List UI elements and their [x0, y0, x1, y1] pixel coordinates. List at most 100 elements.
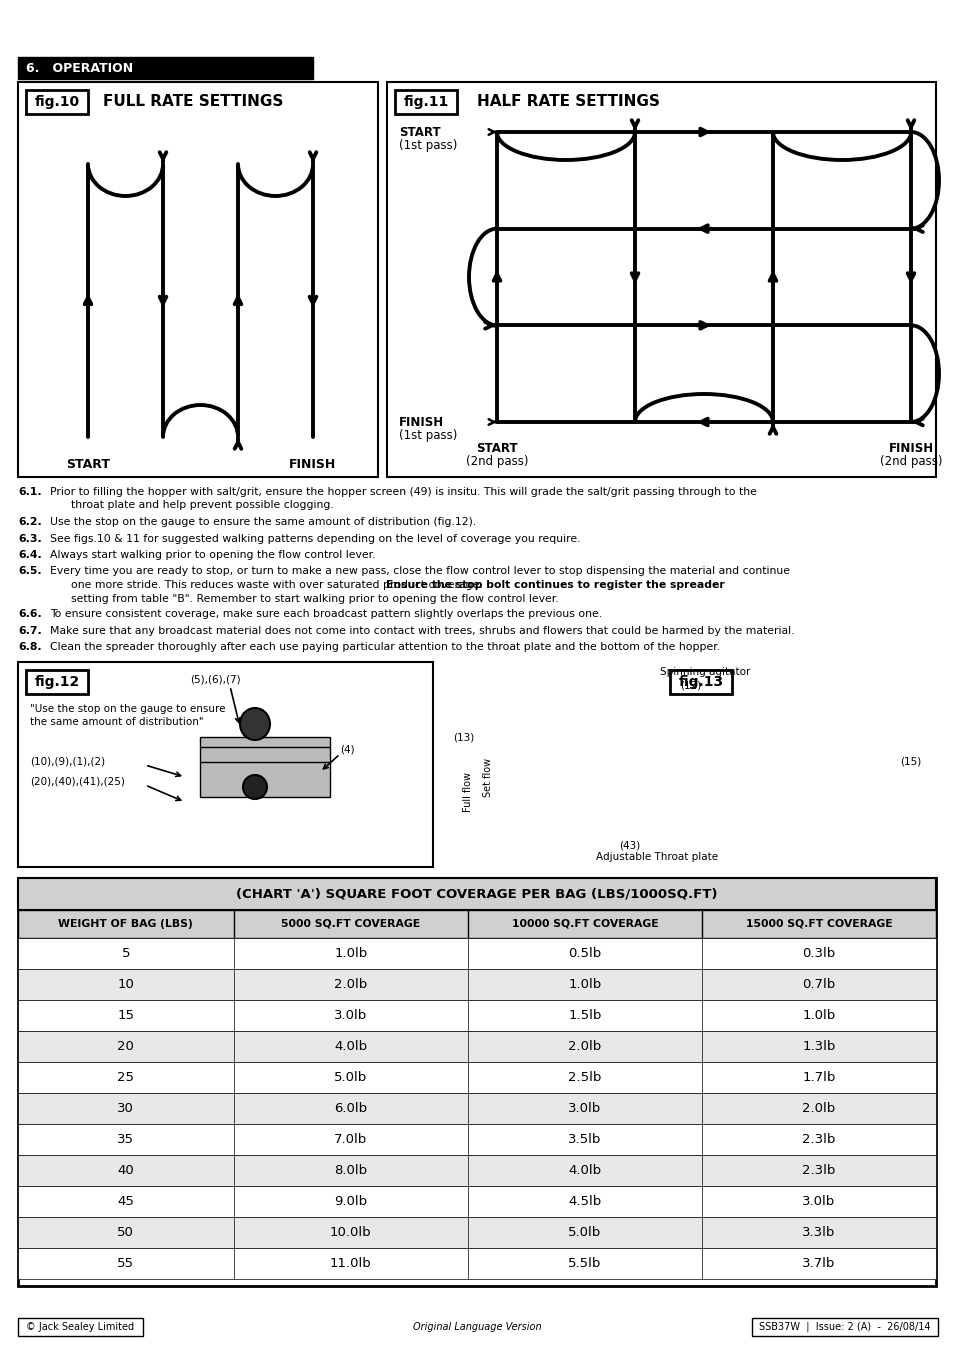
- Text: 20: 20: [117, 1040, 134, 1053]
- Text: Ensure the stop bolt continues to register the spreader: Ensure the stop bolt continues to regist…: [386, 580, 724, 590]
- Text: Full flow: Full flow: [462, 772, 473, 811]
- Text: To ensure consistent coverage, make sure each broadcast pattern slightly overlap: To ensure consistent coverage, make sure…: [50, 609, 601, 620]
- Bar: [18, 1125, 935, 1156]
- Text: setting from table "B". Remember to start walking prior to opening the flow cont: setting from table "B". Remember to star…: [50, 594, 558, 603]
- Text: 1.0lb: 1.0lb: [334, 946, 367, 960]
- Text: 2.3lb: 2.3lb: [801, 1164, 835, 1177]
- Bar: [18, 969, 935, 1000]
- Text: 15000 SQ.FT COVERAGE: 15000 SQ.FT COVERAGE: [745, 919, 891, 929]
- Text: 5.5lb: 5.5lb: [568, 1257, 601, 1270]
- Text: 2.0lb: 2.0lb: [801, 1102, 835, 1115]
- Text: (2nd pass): (2nd pass): [879, 455, 942, 468]
- Bar: [18, 938, 935, 969]
- Text: 6.5.: 6.5.: [18, 567, 42, 576]
- Text: 6.2.: 6.2.: [18, 517, 42, 526]
- Bar: [18, 910, 935, 938]
- Text: (2nd pass): (2nd pass): [465, 455, 528, 468]
- Text: "Use the stop on the gauge to ensure: "Use the stop on the gauge to ensure: [30, 703, 225, 714]
- Text: 0.5lb: 0.5lb: [568, 946, 600, 960]
- Text: 3.0lb: 3.0lb: [334, 1008, 367, 1022]
- Text: 4.0lb: 4.0lb: [568, 1164, 600, 1177]
- Text: 2.3lb: 2.3lb: [801, 1133, 835, 1146]
- Text: 4.5lb: 4.5lb: [568, 1195, 600, 1208]
- Text: Spinning agitator: Spinning agitator: [659, 667, 750, 676]
- Text: (1st pass): (1st pass): [398, 429, 456, 443]
- Text: Original Language Version: Original Language Version: [413, 1322, 540, 1332]
- Text: 10000 SQ.FT COVERAGE: 10000 SQ.FT COVERAGE: [511, 919, 658, 929]
- Text: 5.0lb: 5.0lb: [334, 1071, 367, 1084]
- Text: 35: 35: [117, 1133, 134, 1146]
- Text: 8.0lb: 8.0lb: [334, 1164, 367, 1177]
- Text: 30: 30: [117, 1102, 134, 1115]
- Text: 6.1.: 6.1.: [18, 487, 42, 497]
- Text: FULL RATE SETTINGS: FULL RATE SETTINGS: [103, 95, 283, 109]
- Text: 6.4.: 6.4.: [18, 549, 42, 560]
- Bar: [18, 1247, 935, 1278]
- Text: 10.0lb: 10.0lb: [330, 1226, 372, 1239]
- Text: 3.7lb: 3.7lb: [801, 1257, 835, 1270]
- Text: one more stride. This reduces waste with over saturated product coverage.: one more stride. This reduces waste with…: [50, 580, 486, 590]
- Text: 0.7lb: 0.7lb: [801, 977, 835, 991]
- Text: START: START: [476, 441, 517, 455]
- Text: (15): (15): [899, 757, 921, 767]
- Bar: [751, 1318, 937, 1336]
- Text: 2.5lb: 2.5lb: [568, 1071, 601, 1084]
- Text: (10),(9),(1),(2): (10),(9),(1),(2): [30, 757, 105, 767]
- Text: 3.5lb: 3.5lb: [568, 1133, 601, 1146]
- Text: throat plate and help prevent possible clogging.: throat plate and help prevent possible c…: [50, 501, 334, 510]
- Text: Clean the spreader thoroughly after each use paying particular attention to the : Clean the spreader thoroughly after each…: [50, 643, 720, 652]
- Text: 1.3lb: 1.3lb: [801, 1040, 835, 1053]
- Text: fig.11: fig.11: [403, 95, 448, 109]
- Bar: [18, 1156, 935, 1187]
- Text: 3.3lb: 3.3lb: [801, 1226, 835, 1239]
- Text: 7.0lb: 7.0lb: [334, 1133, 367, 1146]
- Text: 40: 40: [117, 1164, 134, 1177]
- Bar: [18, 878, 935, 910]
- Text: 6.0lb: 6.0lb: [334, 1102, 367, 1115]
- Text: 6.   OPERATION: 6. OPERATION: [26, 62, 133, 74]
- Text: 45: 45: [117, 1195, 134, 1208]
- Text: (12): (12): [679, 680, 700, 690]
- Bar: [18, 1031, 935, 1062]
- Text: 10: 10: [117, 977, 134, 991]
- Bar: [18, 1318, 143, 1336]
- Text: 1.0lb: 1.0lb: [568, 977, 600, 991]
- Text: 3.0lb: 3.0lb: [801, 1195, 835, 1208]
- Bar: [18, 1216, 935, 1247]
- Text: 6.8.: 6.8.: [18, 643, 42, 652]
- Text: 1.7lb: 1.7lb: [801, 1071, 835, 1084]
- Bar: [669, 670, 731, 694]
- Text: Set flow: Set flow: [482, 757, 493, 796]
- Text: Always start walking prior to opening the flow control lever.: Always start walking prior to opening th…: [50, 549, 375, 560]
- Text: 2.0lb: 2.0lb: [568, 1040, 600, 1053]
- Text: SSB37W  |  Issue: 2 (A)  -  26/08/14: SSB37W | Issue: 2 (A) - 26/08/14: [759, 1322, 930, 1332]
- Text: 5.0lb: 5.0lb: [568, 1226, 600, 1239]
- Text: 5: 5: [121, 946, 130, 960]
- Bar: [26, 670, 88, 694]
- Text: 6.3.: 6.3.: [18, 533, 42, 544]
- Text: 1.5lb: 1.5lb: [568, 1008, 601, 1022]
- Text: fig.12: fig.12: [34, 675, 79, 688]
- Text: WEIGHT OF BAG (LBS): WEIGHT OF BAG (LBS): [58, 919, 193, 929]
- Text: FINISH: FINISH: [887, 441, 933, 455]
- Text: FINISH: FINISH: [398, 416, 444, 428]
- Text: (20),(40),(41),(25): (20),(40),(41),(25): [30, 778, 125, 787]
- Text: Every time you are ready to stop, or turn to make a new pass, close the flow con: Every time you are ready to stop, or tur…: [50, 567, 789, 576]
- Text: (13): (13): [453, 732, 474, 742]
- Bar: [18, 57, 313, 80]
- Text: Adjustable Throat plate: Adjustable Throat plate: [596, 852, 718, 863]
- Text: 6.7.: 6.7.: [18, 625, 42, 636]
- Text: 3.0lb: 3.0lb: [568, 1102, 600, 1115]
- Text: 0.3lb: 0.3lb: [801, 946, 835, 960]
- Text: 15: 15: [117, 1008, 134, 1022]
- Text: 4.0lb: 4.0lb: [334, 1040, 367, 1053]
- Bar: [18, 1000, 935, 1031]
- Bar: [395, 90, 456, 113]
- Text: See figs.10 & 11 for suggested walking patterns depending on the level of covera: See figs.10 & 11 for suggested walking p…: [50, 533, 579, 544]
- Text: Make sure that any broadcast material does not come into contact with trees, shr: Make sure that any broadcast material do…: [50, 625, 794, 636]
- Text: (CHART 'A') SQUARE FOOT COVERAGE PER BAG (LBS/1000SQ.FT): (CHART 'A') SQUARE FOOT COVERAGE PER BAG…: [236, 887, 717, 900]
- Bar: [26, 90, 88, 113]
- Bar: [18, 82, 377, 477]
- Text: 55: 55: [117, 1257, 134, 1270]
- Bar: [18, 1187, 935, 1216]
